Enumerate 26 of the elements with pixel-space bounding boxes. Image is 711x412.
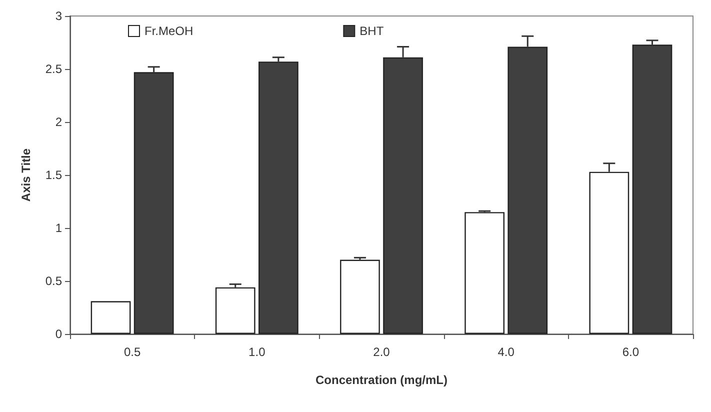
x-tick-label: 6.0 xyxy=(622,345,640,359)
bar xyxy=(90,301,131,334)
bar xyxy=(134,72,174,334)
bar xyxy=(383,57,423,334)
y-tick-label: 1.5 xyxy=(45,168,62,182)
y-tick-label: 2.5 xyxy=(45,62,62,76)
x-tick-label: 2.0 xyxy=(373,345,390,359)
bar xyxy=(340,260,380,334)
bar xyxy=(464,212,505,334)
y-tick-label: 2 xyxy=(55,115,62,129)
y-tick-label: 1 xyxy=(55,221,62,235)
x-tick-label: 1.0 xyxy=(248,345,266,359)
legend-label: BHT xyxy=(360,24,384,38)
y-tick-label: 3 xyxy=(55,9,62,23)
y-tick-label: 0 xyxy=(55,327,62,341)
x-axis-title: Concentration (mg/mL) xyxy=(316,373,448,387)
x-tick-label: 0.5 xyxy=(124,345,141,359)
bar xyxy=(258,62,298,334)
x-tick-label: 4.0 xyxy=(498,345,515,359)
bar xyxy=(589,172,630,334)
bar xyxy=(508,46,548,334)
y-tick-label: 0.5 xyxy=(45,274,62,288)
legend-label: Fr.MeOH xyxy=(144,24,194,38)
bar xyxy=(215,287,256,334)
bar xyxy=(632,44,672,334)
y-axis-title: Axis Title xyxy=(19,148,33,202)
